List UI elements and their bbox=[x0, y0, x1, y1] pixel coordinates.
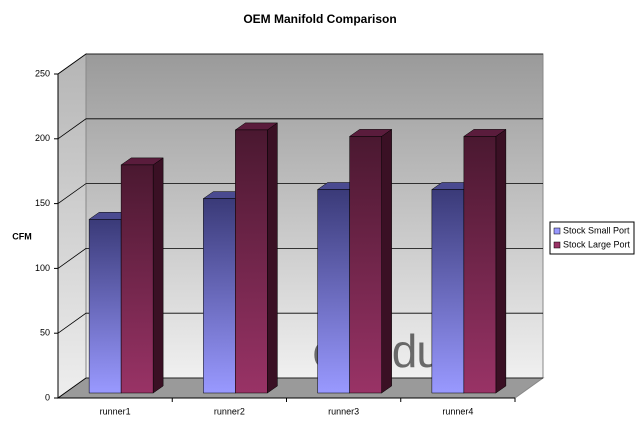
y-tick-label: 150 bbox=[35, 198, 50, 208]
bar-side bbox=[495, 128, 507, 394]
bar-side bbox=[381, 128, 392, 394]
x-tick-label: runner3 bbox=[328, 406, 359, 416]
x-tick-label: runner1 bbox=[100, 406, 131, 416]
bar-side bbox=[267, 122, 278, 394]
bar bbox=[235, 129, 268, 394]
y-tick-label: 50 bbox=[40, 328, 50, 338]
legend-label: Stock Large Port bbox=[563, 239, 631, 249]
grid-line bbox=[57, 118, 543, 140]
y-tick-label: 200 bbox=[35, 133, 50, 143]
x-tick-label: runner2 bbox=[214, 406, 245, 416]
bar bbox=[88, 219, 122, 394]
chart-title: OEM Manifold Comparison bbox=[243, 12, 396, 26]
legend bbox=[549, 221, 635, 255]
bar-side bbox=[152, 157, 164, 394]
legend-swatch bbox=[553, 241, 561, 249]
side-wall bbox=[57, 53, 87, 399]
bar bbox=[203, 198, 236, 394]
bar bbox=[120, 164, 154, 394]
y-tick-label: 250 bbox=[35, 68, 50, 78]
bar bbox=[349, 136, 382, 394]
y-tick-label: 0 bbox=[45, 392, 50, 402]
bar bbox=[317, 189, 350, 394]
y-axis-title: CFM bbox=[12, 231, 32, 241]
legend-label: Stock Small Port bbox=[563, 225, 630, 235]
y-tick-label: 100 bbox=[35, 263, 50, 273]
bar bbox=[431, 189, 465, 394]
grid-line bbox=[57, 53, 543, 75]
bar bbox=[463, 136, 497, 394]
legend-swatch bbox=[553, 227, 561, 235]
plot bbox=[54, 53, 543, 399]
x-tick-label: runner4 bbox=[442, 406, 473, 416]
